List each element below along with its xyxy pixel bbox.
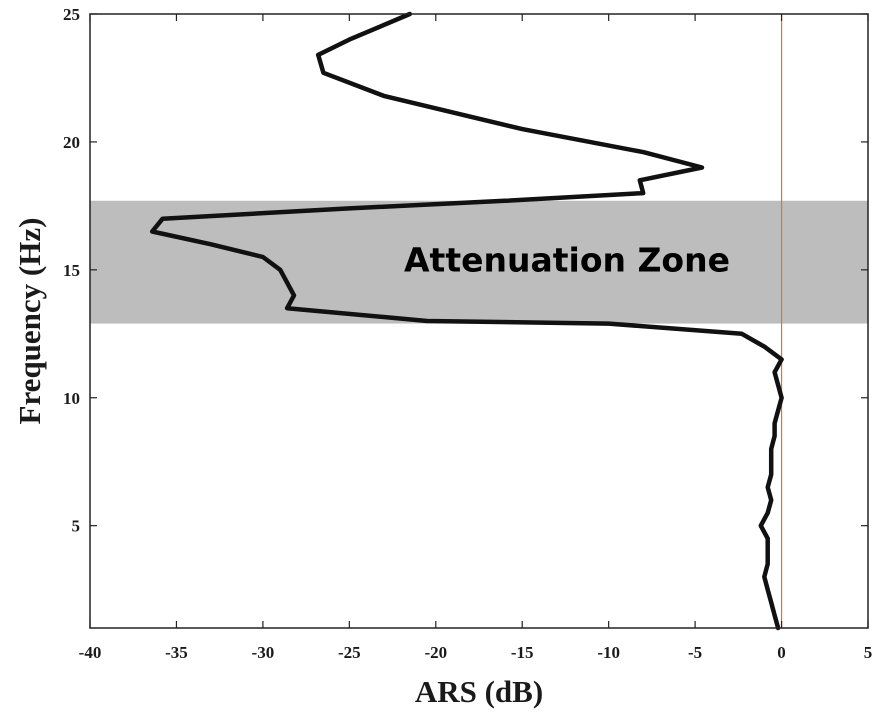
y-axis-ticks: 5 10 15 20 25: [63, 5, 868, 536]
x-tick-label: -15: [511, 643, 534, 662]
x-tick-label: 0: [777, 643, 786, 662]
x-tick-label: -30: [252, 643, 275, 662]
y-tick-label: 5: [72, 517, 81, 536]
x-tick-label: -25: [338, 643, 361, 662]
x-axis-title: ARS (dB): [415, 674, 543, 709]
y-tick-label: 20: [63, 133, 80, 152]
x-tick-label: -10: [597, 643, 620, 662]
y-tick-label: 25: [63, 5, 80, 24]
attenuation-zone-band: [90, 200, 868, 324]
plot-frame: [89, 13, 869, 629]
x-tick-label: -40: [79, 643, 102, 662]
y-tick-label: 10: [63, 389, 80, 408]
x-tick-label: -35: [165, 643, 188, 662]
x-axis-ticks: -40 -35 -30 -25 -20 -15 -10 -5 0 5: [79, 14, 873, 662]
x-tick-label: -20: [424, 643, 447, 662]
y-axis-title: Frequency (Hz): [12, 218, 47, 425]
x-tick-label: -5: [688, 643, 702, 662]
attenuation-zone-label: Attenuation Zone: [404, 241, 730, 280]
ars-curve: [149, 11, 784, 631]
y-tick-label: 15: [63, 261, 80, 280]
x-tick-label: 5: [864, 643, 873, 662]
